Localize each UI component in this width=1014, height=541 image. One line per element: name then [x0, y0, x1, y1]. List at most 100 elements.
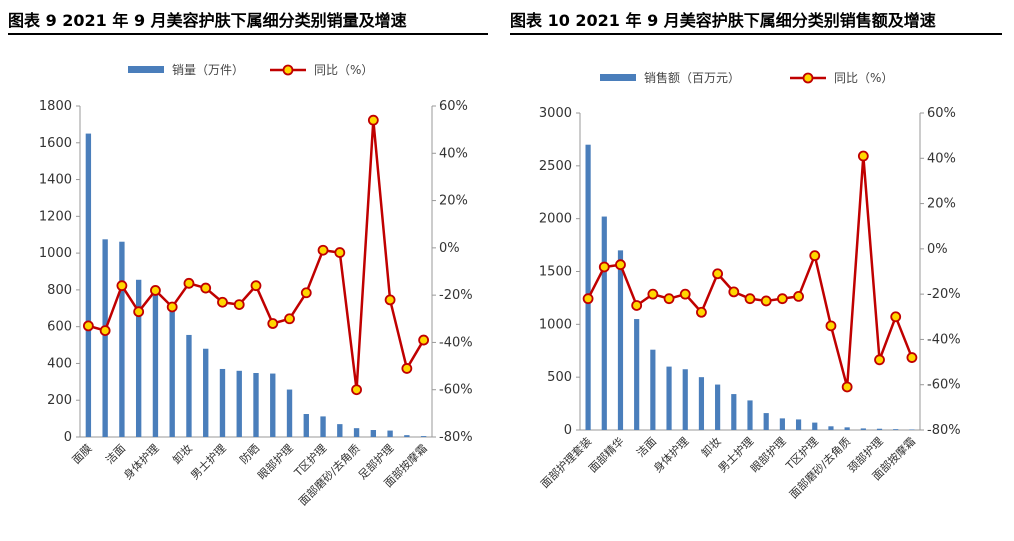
y-right-tick-label: 20% [439, 194, 468, 209]
bar [169, 305, 175, 437]
y-left-tick-label: 2000 [539, 212, 572, 227]
yoy-point [233, 299, 245, 311]
y-left-tick-label: 1600 [39, 136, 72, 151]
legend-label-bar: 销售额（百万元） [644, 70, 740, 85]
bar [303, 414, 309, 437]
bar [779, 418, 785, 430]
bar [203, 348, 209, 437]
bar [119, 241, 125, 437]
yoy-point [825, 320, 837, 332]
bar [102, 239, 108, 437]
y-left-tick-label: 1500 [539, 265, 572, 280]
yoy-point [744, 293, 756, 305]
bar [320, 416, 326, 437]
yoy-point [906, 352, 918, 363]
bar [860, 428, 866, 430]
x-category-label: 洁面 [634, 435, 659, 460]
yoy-point [401, 363, 413, 374]
bar [135, 279, 142, 437]
x-category-label: 面部磨砂/去角质 [296, 441, 363, 508]
bar [420, 436, 427, 437]
bar [353, 428, 360, 437]
yoy-point [267, 318, 279, 329]
yoy-point [696, 306, 707, 318]
y-left-tick-label: 500 [547, 370, 572, 385]
yoy-point [183, 277, 195, 289]
yoy-point [217, 296, 228, 308]
yoy-point [890, 311, 902, 323]
y-left-tick-label: 600 [47, 320, 72, 335]
yoy-point [317, 244, 329, 256]
bar [85, 133, 92, 437]
y-right-tick-label: -20% [439, 288, 473, 303]
y-left-tick-label: 1400 [39, 173, 72, 188]
bar [219, 368, 226, 437]
bar [747, 400, 753, 430]
figure-title-right: 图表 10 2021 年 9 月美容护肤下属细分类别销售额及增速 [510, 11, 936, 30]
y-right-tick-label: -40% [927, 332, 961, 347]
yoy-point [200, 282, 212, 294]
bar [387, 430, 393, 437]
yoy-point [166, 301, 178, 313]
yoy-point [615, 259, 626, 271]
yoy-point [582, 293, 594, 305]
yoy-point [874, 354, 885, 366]
y-right-tick-label: 60% [927, 106, 956, 121]
legend-swatch-bar [600, 74, 636, 81]
yoy-point [631, 300, 643, 311]
y-left-tick-label: 1200 [39, 209, 72, 224]
legend-swatch-marker [282, 64, 294, 76]
bar [844, 427, 850, 430]
legend-swatch-marker [802, 72, 814, 84]
x-category-label: 卸妆 [170, 441, 195, 466]
y-right-tick-label: 0% [439, 241, 460, 256]
bar [698, 377, 705, 430]
y-left-tick-label: 400 [47, 356, 72, 371]
yoy-point [793, 291, 804, 302]
bar [763, 413, 769, 430]
yoy-point [99, 325, 111, 337]
bar [186, 334, 192, 437]
x-category-label: 眼部护理 [255, 441, 296, 482]
x-category-label: 防晒 [237, 441, 262, 466]
bar [585, 144, 591, 430]
legend-label-line: 同比（%） [314, 63, 373, 77]
yoy-point [728, 286, 740, 298]
title-underline-left [8, 33, 488, 35]
title-underline-right [510, 33, 1002, 35]
bar [682, 369, 688, 430]
bar [650, 349, 656, 430]
chart-sales-amount: 0 500 1000 1500 2000 2500 3000 -80% -60% -40% -20%… [538, 70, 961, 501]
y-left-tick-label: 800 [47, 283, 72, 298]
yoy-point [351, 384, 362, 396]
yoy-point [663, 293, 675, 305]
yoy-point [300, 287, 312, 299]
bar [909, 429, 915, 430]
x-category-label: 眼部护理 [747, 434, 788, 475]
bar [634, 319, 640, 430]
x-category-label: 洁面 [103, 442, 128, 467]
chart-sales-volume: 0 200 400 600 800 1000 1200 1400 1600 1800 -80% -60… [39, 63, 473, 508]
title-bar: 图表 9 2021 年 9 月美容护肤下属细分类别销量及增速 图表 10 202… [0, 0, 1014, 38]
bar [795, 419, 802, 430]
yoy-point [418, 334, 430, 346]
y-right-tick-label: 0% [927, 242, 948, 257]
bar [666, 366, 672, 430]
yoy-point [133, 306, 145, 318]
x-category-label: 男士护理 [188, 441, 229, 482]
yoy-point [760, 295, 772, 307]
y-right-tick-label: -80% [927, 423, 961, 438]
bar [337, 424, 343, 437]
yoy-point [284, 313, 295, 325]
y-left-tick-label: 1800 [39, 99, 72, 114]
x-category-label: 卸妆 [698, 434, 723, 459]
x-category-label: 身体护理 [650, 434, 691, 475]
y-right-tick-label: -60% [927, 378, 961, 393]
yoy-point [712, 268, 724, 280]
bar [236, 370, 242, 437]
bar [286, 389, 293, 437]
y-right-tick-label: 40% [439, 146, 468, 161]
bar [601, 216, 607, 430]
yoy-point [841, 381, 853, 393]
bar [876, 428, 883, 430]
